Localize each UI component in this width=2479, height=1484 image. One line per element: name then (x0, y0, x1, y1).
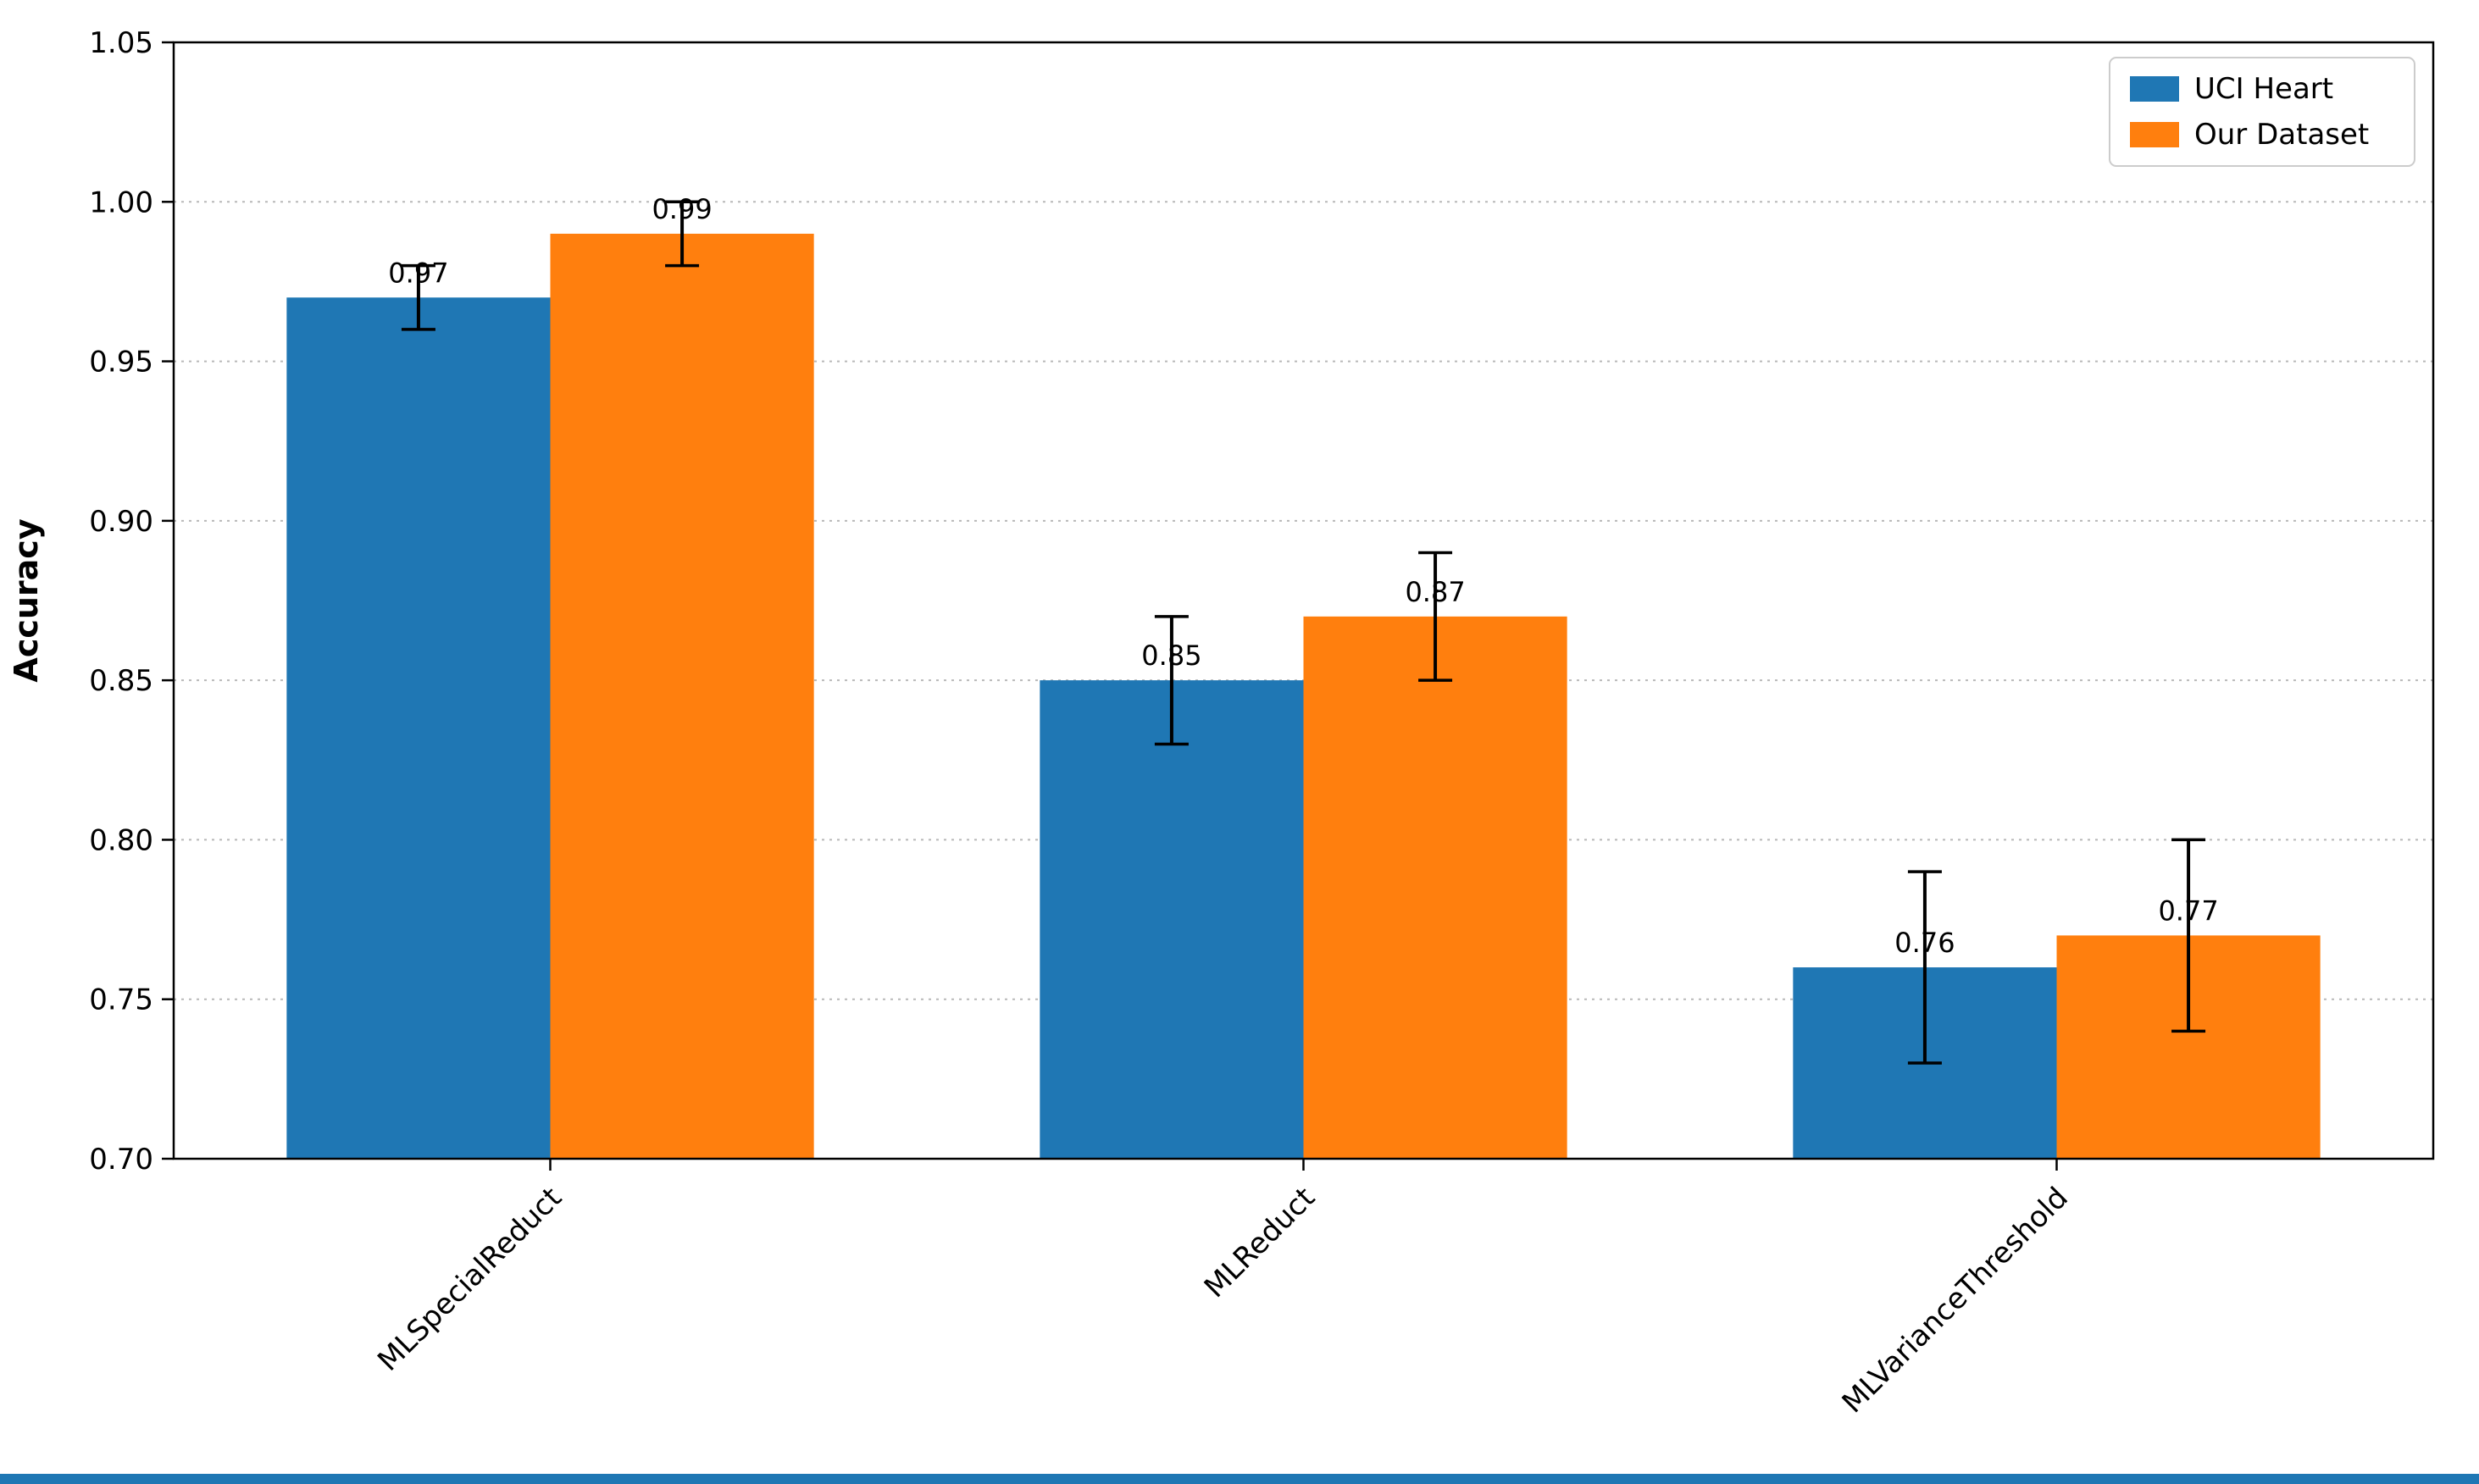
bar-value-label: 0.77 (2158, 894, 2218, 927)
legend-swatch (2130, 76, 2179, 102)
bar-our-dataset-mlreduct (1303, 616, 1567, 1159)
bar-value-label: 0.87 (1405, 576, 1465, 608)
y-tick-label: 0.90 (89, 505, 153, 539)
y-tick-label: 0.95 (89, 346, 153, 379)
bar-value-label: 0.99 (652, 193, 712, 225)
y-tick-label: 1.05 (89, 26, 153, 60)
legend-swatch (2130, 122, 2179, 147)
legend-box (2109, 57, 2415, 167)
bar-value-label: 0.85 (1141, 640, 1201, 672)
y-tick-label: 1.00 (89, 186, 153, 219)
legend-label: Our Dataset (2194, 118, 2369, 152)
y-tick-label: 0.80 (89, 823, 153, 857)
bottom-edge-strip (0, 1474, 2479, 1484)
bar-value-label: 0.76 (1894, 927, 1955, 959)
y-tick-label: 0.85 (89, 664, 153, 698)
y-tick-label: 0.70 (89, 1143, 153, 1177)
bar-value-label: 0.97 (388, 257, 448, 289)
bar-uci-heart-mlreduct (1040, 680, 1304, 1159)
bar-uci-heart-mlspecialreduct (286, 297, 551, 1159)
y-axis-label: Accuracy (8, 518, 45, 682)
y-tick-label: 0.75 (89, 983, 153, 1017)
legend-label: UCI Heart (2194, 72, 2333, 106)
bar-our-dataset-mlspecialreduct (550, 233, 814, 1159)
